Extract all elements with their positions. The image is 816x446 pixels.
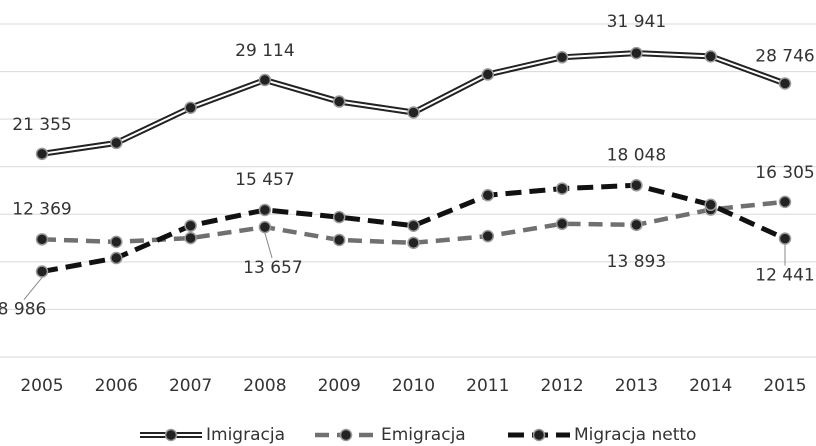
marker	[184, 231, 197, 245]
legend-marker	[339, 428, 353, 442]
x-tick-label: 2006	[95, 376, 138, 396]
series-line	[41, 199, 786, 246]
marker	[778, 195, 792, 209]
marker	[704, 198, 717, 212]
marker	[407, 219, 420, 232]
data-label: 29 114	[235, 41, 294, 61]
marker	[258, 73, 272, 87]
x-tick-label: 2011	[466, 376, 509, 396]
marker	[630, 179, 643, 192]
marker	[110, 235, 123, 249]
marker	[184, 219, 197, 232]
data-label: 12 441	[755, 266, 814, 286]
marker	[184, 101, 197, 114]
data-label: 31 941	[607, 12, 666, 32]
series-line	[41, 50, 787, 157]
marker	[778, 77, 792, 90]
data-label: 12 369	[12, 199, 71, 219]
marker	[630, 218, 643, 232]
marker	[407, 106, 420, 119]
data-label: 28 746	[755, 47, 814, 67]
x-tick-label: 2010	[392, 376, 435, 396]
marker	[630, 46, 643, 60]
marker	[258, 220, 272, 234]
leader-line	[264, 232, 273, 259]
data-label: 18 048	[607, 145, 666, 165]
x-tick-label: 2013	[615, 376, 658, 396]
marker	[407, 236, 420, 250]
x-tick-label: 2008	[243, 376, 286, 396]
marker	[332, 233, 346, 247]
legend-marker	[164, 428, 178, 442]
marker	[555, 51, 569, 64]
marker	[35, 147, 49, 161]
x-tick-label: 2015	[763, 376, 806, 396]
marker	[778, 232, 792, 245]
x-tick-label: 2012	[540, 376, 583, 396]
legend-marker	[532, 428, 546, 442]
marker	[481, 189, 495, 202]
leader-line	[23, 277, 43, 300]
x-tick-label: 2014	[689, 376, 732, 396]
legend-label: Migracja netto	[574, 425, 696, 445]
legend-label: Imigracja	[206, 425, 285, 445]
marker	[481, 68, 495, 81]
legend-label: Emigracja	[381, 425, 466, 445]
data-label: 15 457	[235, 170, 294, 190]
data-label: 16 305	[755, 163, 814, 183]
marker	[555, 182, 569, 195]
series-line-inner	[41, 52, 786, 155]
marker	[35, 265, 49, 278]
series-line	[41, 182, 787, 274]
marker	[35, 233, 49, 246]
data-label: 13 893	[607, 252, 666, 272]
marker	[704, 50, 717, 63]
data-label: 13 657	[243, 258, 302, 278]
marker	[555, 217, 569, 231]
x-tick-label: 2005	[20, 376, 63, 396]
marker	[258, 203, 272, 217]
marker	[110, 136, 123, 150]
data-label: 8 986	[0, 300, 46, 320]
marker	[332, 95, 346, 108]
marker	[332, 210, 346, 224]
x-tick-label: 2007	[169, 376, 212, 396]
data-label: 21 355	[12, 115, 71, 135]
x-tick-label: 2009	[318, 376, 361, 396]
marker	[110, 251, 123, 265]
marker	[481, 229, 495, 243]
